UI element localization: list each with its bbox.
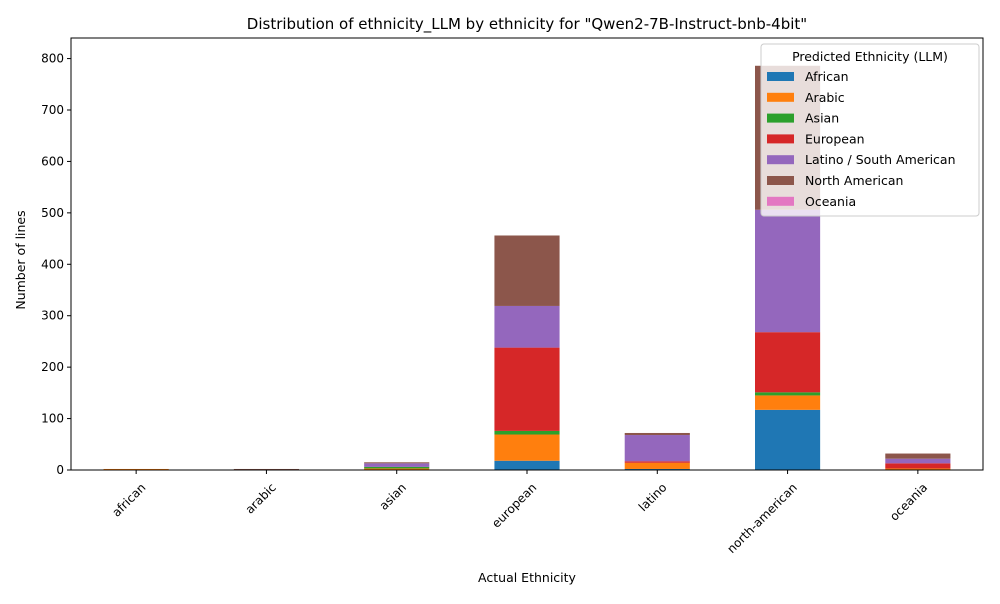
x-tick-label-oceania: oceania [887, 480, 930, 523]
y-tick-label: 700 [41, 103, 64, 117]
bar-segment-north-american-african [755, 409, 821, 470]
legend-title: Predicted Ethnicity (LLM) [792, 49, 948, 64]
bar-segment-latino-north-american [624, 432, 690, 436]
x-tick-label-north-american: north-american [724, 480, 800, 556]
y-tick-label: 400 [41, 257, 64, 271]
chart-title: Distribution of ethnicity_LLM by ethnici… [247, 15, 807, 34]
y-tick-label: 200 [41, 360, 64, 374]
legend: Predicted Ethnicity (LLM) AfricanArabicA… [760, 43, 980, 217]
y-axis-label: Number of lines [13, 210, 28, 309]
bar-segment-oceania-north-american [885, 453, 951, 459]
legend-items: African Arabic Asian European Latino / South… [767, 69, 956, 209]
x-tick-label-asian: asian [377, 480, 409, 512]
legend-label: North American [805, 173, 903, 188]
bar-segment-asian-asian [364, 466, 430, 469]
bar-segment-european-arabic [494, 434, 560, 461]
bar-segment-european-african [494, 460, 560, 470]
bar-segment-oceania-latino-south-american [885, 458, 951, 464]
bar-segment-european-north-american [494, 235, 560, 306]
bar-segment-arabic-north-american [233, 468, 299, 470]
bar-segment-european-european [494, 347, 560, 431]
y-tick-label: 0 [56, 463, 64, 477]
legend-label: Latino / South American [805, 152, 956, 167]
legend-label: Arabic [805, 90, 845, 105]
legend-label: Oceania [805, 194, 856, 209]
legend-swatch-arabic [767, 92, 794, 102]
legend-label: Asian [805, 111, 839, 126]
bar-segment-north-american-asian [755, 392, 821, 396]
bar-segment-european-latino-south-american [494, 305, 560, 348]
bar-segment-european-asian [494, 430, 560, 435]
bar-segment-latino-arabic [624, 462, 690, 469]
legend-label: European [805, 131, 865, 146]
bar-segment-oceania-european [885, 463, 951, 469]
x-tick-label-european: european [489, 480, 539, 530]
y-tick-label: 100 [41, 412, 64, 426]
x-tick-label-arabic: arabic [243, 480, 279, 516]
bar-segment-oceania-arabic [885, 468, 951, 470]
legend-swatch-oceania [767, 196, 794, 206]
y-tick-label: 600 [41, 154, 64, 168]
legend-swatch-european [767, 134, 794, 144]
x-axis-label: Actual Ethnicity [478, 570, 576, 585]
bar-segment-latino-african [624, 468, 690, 470]
bar-segment-latino-latino-south-american [624, 435, 690, 462]
legend-frame [760, 43, 980, 217]
bar-segment-asian-arabic [364, 468, 430, 470]
legend-swatch-north-american [767, 176, 794, 185]
bar-segment-north-american-arabic [755, 395, 821, 410]
legend-label: African [805, 69, 849, 84]
y-tick-label: 500 [41, 206, 64, 220]
legend-swatch-african [767, 72, 794, 81]
legend-swatch-latino-south-american [767, 155, 794, 165]
bar-segment-north-american-european [755, 332, 821, 393]
bar-segment-north-american-latino-south-american [755, 209, 821, 333]
y-tick-label: 800 [41, 52, 64, 66]
legend-swatch-asian [767, 113, 794, 123]
bar-segment-african-arabic [103, 468, 169, 470]
bar-segment-asian-latino-south-american [364, 463, 430, 467]
bar-segment-asian-north-american [364, 462, 430, 464]
x-tick-label-african: african [109, 480, 148, 519]
x-tick-label-latino: latino [636, 480, 670, 514]
y-tick-label: 300 [41, 309, 64, 323]
bar-segment-latino-european [624, 461, 690, 463]
